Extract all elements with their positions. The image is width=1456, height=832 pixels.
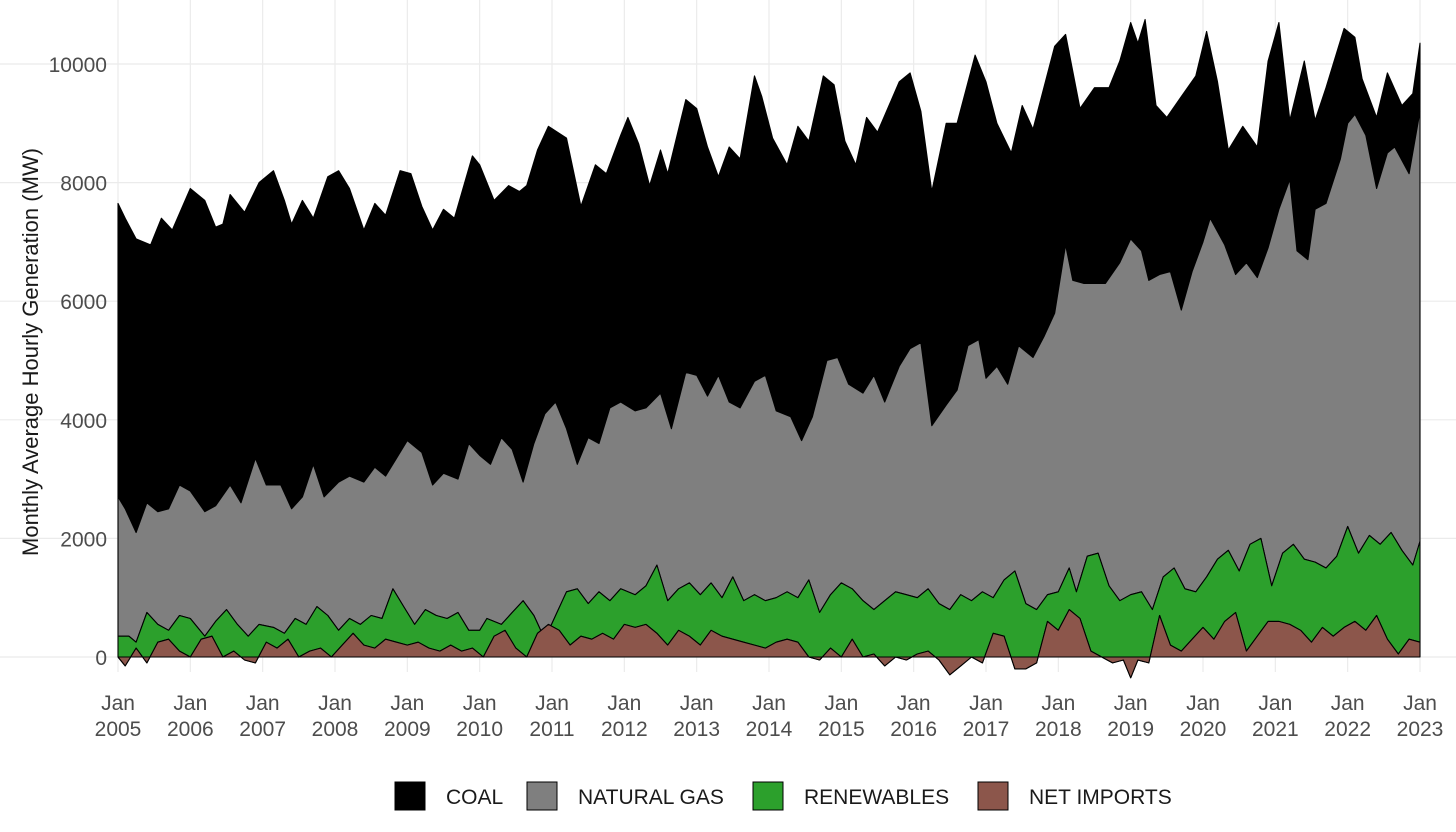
legend-item: NATURAL GAS: [526, 781, 724, 811]
x-tick: Jan 2018: [1035, 692, 1082, 741]
x-tick-month: Jan: [1258, 692, 1292, 715]
y-tick-label: 6000: [60, 291, 107, 314]
x-tick-year: 2011: [529, 718, 574, 741]
legend-label: RENEWABLES: [804, 786, 949, 809]
x-tick: Jan 2013: [673, 692, 720, 741]
x-tick: Jan 2017: [963, 692, 1010, 741]
x-tick-year: 2007: [239, 718, 286, 741]
y-tick-label: 4000: [60, 410, 107, 433]
y-tick-label: 10000: [49, 54, 107, 77]
x-tick-month: Jan: [390, 692, 424, 715]
x-tick-year: 2018: [1035, 718, 1082, 741]
y-tick-label: 2000: [60, 528, 107, 551]
x-tick-year: 2015: [818, 718, 865, 741]
legend: COAL NATURAL GAS RENEWABLES NET IMPORTS: [394, 781, 1172, 811]
x-tick: Jan 2022: [1324, 692, 1371, 741]
x-tick-month: Jan: [1186, 692, 1220, 715]
y-axis-title: Monthly Average Hourly Generation (MW): [18, 148, 43, 556]
x-tick-year: 2023: [1397, 718, 1444, 741]
x-tick-year: 2021: [1252, 718, 1299, 741]
x-tick: Jan 2006: [167, 692, 214, 741]
x-tick: Jan 2020: [1180, 692, 1227, 741]
legend-key: [977, 781, 1009, 811]
x-tick: Jan 2021: [1252, 692, 1299, 741]
x-tick: Jan 2009: [384, 692, 431, 741]
x-tick: Jan 2015: [818, 692, 865, 741]
x-tick-month: Jan: [246, 692, 280, 715]
x-tick-month: Jan: [680, 692, 714, 715]
x-tick-month: Jan: [101, 692, 135, 715]
x-tick: Jan 2007: [239, 692, 286, 741]
x-tick-year: 2006: [167, 718, 214, 741]
x-tick: Jan 2019: [1107, 692, 1154, 741]
x-tick-month: Jan: [897, 692, 931, 715]
legend-label: NET IMPORTS: [1029, 786, 1172, 809]
legend-item: COAL: [394, 781, 503, 811]
x-tick-year: 2020: [1180, 718, 1227, 741]
x-tick-month: Jan: [1041, 692, 1075, 715]
x-tick-year: 2016: [890, 718, 937, 741]
x-tick-year: 2010: [456, 718, 503, 741]
x-tick: Jan 2005: [95, 692, 142, 741]
x-tick-month: Jan: [318, 692, 352, 715]
legend-label: COAL: [446, 786, 503, 809]
x-tick-month: Jan: [535, 692, 569, 715]
legend-key: [526, 781, 558, 811]
x-axis: Jan 2005 Jan 2006 Jan 2007 Jan 2008 Jan 2009 Jan 20…: [95, 692, 1444, 741]
x-tick: Jan 2023: [1397, 692, 1444, 741]
x-tick-month: Jan: [824, 692, 858, 715]
x-tick-month: Jan: [173, 692, 207, 715]
x-tick: Jan 2016: [890, 692, 937, 741]
x-tick-year: 2019: [1107, 718, 1154, 741]
x-tick-year: 2012: [601, 718, 648, 741]
x-tick: Jan 2014: [746, 692, 793, 741]
area-net-imports: [117, 609, 1421, 679]
x-tick: Jan 2010: [456, 692, 503, 741]
y-tick-label: 0: [95, 647, 107, 670]
legend-key: [752, 781, 784, 811]
x-tick-month: Jan: [1403, 692, 1437, 715]
legend-item: NET IMPORTS: [977, 781, 1172, 811]
x-tick-year: 2017: [963, 718, 1010, 741]
x-tick-year: 2022: [1324, 718, 1371, 741]
x-tick-month: Jan: [1114, 692, 1148, 715]
x-tick-month: Jan: [969, 692, 1003, 715]
legend-key: [394, 781, 426, 811]
x-tick-year: 2014: [746, 718, 793, 741]
x-tick-month: Jan: [752, 692, 786, 715]
x-tick-year: 2013: [673, 718, 720, 741]
x-tick: Jan 2008: [312, 692, 359, 741]
legend-label: NATURAL GAS: [578, 786, 724, 809]
stacked-areas: [117, 18, 1421, 679]
x-tick-month: Jan: [607, 692, 641, 715]
y-tick-label: 8000: [60, 173, 107, 196]
x-tick-year: 2009: [384, 718, 431, 741]
x-tick-year: 2005: [95, 718, 142, 741]
x-tick-year: 2008: [312, 718, 359, 741]
x-tick: Jan 2011: [529, 692, 574, 741]
x-tick-month: Jan: [1331, 692, 1365, 715]
y-axis: 0 2000 4000 6000 8000 10000: [49, 54, 107, 670]
x-tick: Jan 2012: [601, 692, 648, 741]
x-tick-month: Jan: [463, 692, 497, 715]
legend-item: RENEWABLES: [752, 781, 949, 811]
